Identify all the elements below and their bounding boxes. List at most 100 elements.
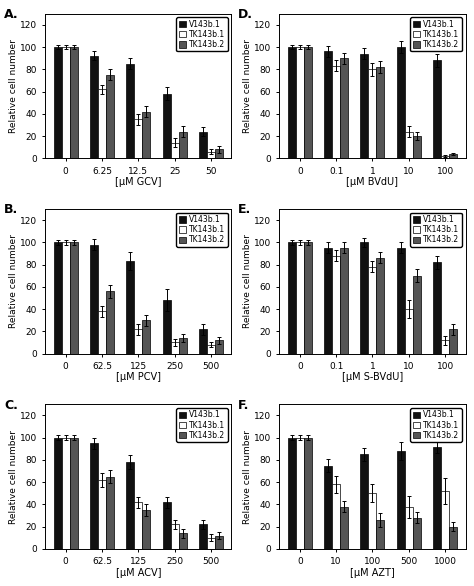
Bar [397, 47, 405, 158]
Bar [179, 132, 187, 158]
Bar [361, 454, 368, 549]
Bar [106, 291, 114, 353]
Legend: V143b.1, TK143b.1, TK143b.2: V143b.1, TK143b.1, TK143b.2 [410, 213, 462, 247]
Bar [70, 243, 78, 353]
X-axis label: [μM BVdU]: [μM BVdU] [346, 177, 399, 187]
Text: F.: F. [238, 398, 250, 411]
Bar [397, 451, 405, 549]
Bar [98, 480, 106, 549]
Legend: V143b.1, TK143b.1, TK143b.2: V143b.1, TK143b.1, TK143b.2 [176, 18, 228, 52]
Bar [368, 493, 376, 549]
Bar [142, 111, 150, 158]
Bar [163, 502, 171, 549]
Bar [207, 152, 215, 158]
Bar [304, 438, 312, 549]
Bar [106, 476, 114, 549]
Bar [332, 485, 340, 549]
Bar [54, 47, 62, 158]
Bar [62, 243, 70, 353]
Bar [171, 143, 179, 158]
Text: A.: A. [4, 8, 18, 21]
Bar [98, 311, 106, 353]
Bar [449, 154, 457, 158]
Bar [134, 329, 142, 353]
Bar [433, 447, 441, 549]
Y-axis label: Relative cell number: Relative cell number [243, 39, 252, 133]
Y-axis label: Relative cell number: Relative cell number [243, 430, 252, 523]
Bar [296, 47, 304, 158]
Bar [368, 267, 376, 353]
Bar [324, 248, 332, 353]
Bar [70, 47, 78, 158]
Bar [405, 132, 413, 158]
Bar [171, 524, 179, 549]
Bar [98, 89, 106, 158]
Bar [199, 524, 207, 549]
Bar [340, 507, 348, 549]
Bar [90, 443, 98, 549]
Bar [179, 533, 187, 549]
Bar [433, 263, 441, 353]
Bar [126, 261, 134, 353]
Bar [340, 248, 348, 353]
Y-axis label: Relative cell number: Relative cell number [9, 430, 18, 523]
Bar [376, 258, 384, 353]
Bar [62, 47, 70, 158]
Bar [405, 309, 413, 353]
Bar [134, 502, 142, 549]
Bar [163, 94, 171, 158]
Bar [54, 243, 62, 353]
Y-axis label: Relative cell number: Relative cell number [9, 39, 18, 133]
Y-axis label: Relative cell number: Relative cell number [243, 234, 252, 328]
Bar [90, 56, 98, 158]
Legend: V143b.1, TK143b.1, TK143b.2: V143b.1, TK143b.1, TK143b.2 [410, 408, 462, 442]
Bar [441, 340, 449, 353]
Bar [361, 243, 368, 353]
Bar [376, 67, 384, 158]
Bar [361, 54, 368, 158]
Bar [106, 75, 114, 158]
Bar [413, 136, 421, 158]
Bar [179, 338, 187, 353]
Bar [207, 538, 215, 549]
Bar [90, 244, 98, 353]
Bar [134, 120, 142, 158]
Bar [288, 438, 296, 549]
Text: B.: B. [4, 203, 18, 216]
Bar [332, 66, 340, 158]
Bar [288, 243, 296, 353]
Bar [126, 64, 134, 158]
Bar [70, 438, 78, 549]
Bar [433, 60, 441, 158]
X-axis label: [μM ACV]: [μM ACV] [116, 568, 161, 578]
Bar [441, 156, 449, 158]
Bar [142, 510, 150, 549]
Legend: V143b.1, TK143b.1, TK143b.2: V143b.1, TK143b.1, TK143b.2 [410, 18, 462, 52]
Y-axis label: Relative cell number: Relative cell number [9, 234, 18, 328]
Bar [449, 527, 457, 549]
X-axis label: [μM GCV]: [μM GCV] [115, 177, 162, 187]
Bar [324, 52, 332, 158]
X-axis label: [μM S-BVdU]: [μM S-BVdU] [342, 372, 403, 382]
Bar [288, 47, 296, 158]
Text: E.: E. [238, 203, 252, 216]
Bar [62, 438, 70, 549]
Bar [171, 342, 179, 353]
Bar [215, 340, 223, 353]
Bar [405, 507, 413, 549]
Bar [142, 320, 150, 353]
Bar [207, 345, 215, 353]
Bar [199, 329, 207, 353]
Bar [368, 69, 376, 158]
Bar [163, 300, 171, 353]
Bar [397, 248, 405, 353]
Legend: V143b.1, TK143b.1, TK143b.2: V143b.1, TK143b.1, TK143b.2 [176, 213, 228, 247]
Bar [376, 520, 384, 549]
X-axis label: [μM AZT]: [μM AZT] [350, 568, 395, 578]
Bar [413, 276, 421, 353]
Bar [304, 47, 312, 158]
Bar [413, 518, 421, 549]
Bar [54, 438, 62, 549]
Bar [296, 438, 304, 549]
Bar [215, 149, 223, 158]
